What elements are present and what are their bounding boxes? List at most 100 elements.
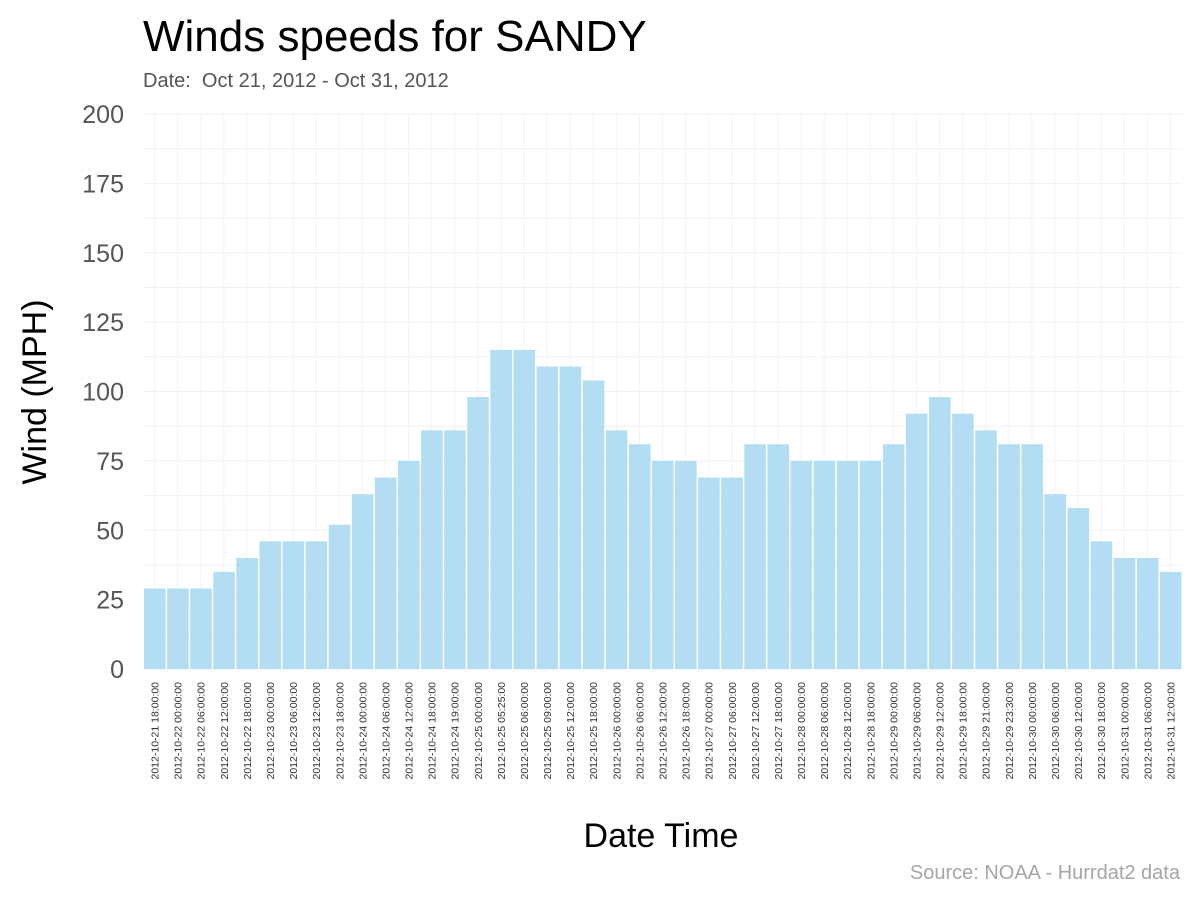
bar [628, 444, 651, 669]
bar [282, 541, 305, 669]
x-tick-label: 2012-10-21 18:00:00 [150, 682, 162, 780]
x-tick-label: 2012-10-23 06:00:00 [288, 682, 300, 780]
bar [975, 430, 997, 669]
bar [1136, 558, 1159, 669]
x-tick-label: 2012-10-30 18:00:00 [1096, 682, 1108, 780]
x-tick-label: 2012-10-31 00:00:00 [1119, 682, 1131, 780]
bar [236, 558, 258, 669]
x-tick-label: 2012-10-26 18:00:00 [681, 682, 693, 780]
x-tick-label: 2012-10-25 18:00:00 [588, 682, 600, 780]
bar [351, 494, 374, 669]
y-tick-label: 175 [82, 170, 124, 198]
x-tick-label: 2012-10-26 12:00:00 [658, 682, 670, 780]
bar [790, 460, 813, 669]
x-tick-label: 2012-10-28 00:00:00 [796, 682, 808, 780]
x-tick-label: 2012-10-22 00:00:00 [173, 682, 185, 780]
x-tick-label: 2012-10-28 06:00:00 [819, 682, 831, 780]
x-tick-label: 2012-10-30 06:00:00 [1050, 682, 1062, 780]
bars [144, 349, 1182, 669]
bar [444, 430, 466, 669]
x-tick-label: 2012-10-23 00:00:00 [265, 682, 277, 780]
x-tick-label: 2012-10-29 00:00:00 [888, 682, 900, 780]
x-tick-label: 2012-10-22 12:00:00 [219, 682, 231, 780]
bar [1113, 558, 1136, 669]
bar [859, 460, 882, 669]
bar [144, 588, 166, 669]
bar [952, 413, 974, 669]
bar [213, 571, 235, 669]
bar [513, 349, 536, 669]
bar [259, 541, 282, 669]
chart-caption: Source: NOAA - Hurrdat2 data [909, 862, 1180, 884]
y-tick-label: 0 [110, 656, 124, 684]
x-tick-label: 2012-10-26 06:00:00 [634, 682, 646, 780]
y-tick-label: 25 [96, 587, 124, 615]
x-tick-label: 2012-10-31 12:00:00 [1165, 682, 1177, 780]
bar [559, 366, 582, 669]
x-tick-label: 2012-10-24 06:00:00 [380, 682, 392, 780]
bar [698, 477, 720, 669]
x-tick-label: 2012-10-29 06:00:00 [911, 682, 923, 780]
x-tick-label: 2012-10-26 00:00:00 [611, 682, 623, 780]
x-tick-label: 2012-10-29 18:00:00 [958, 682, 970, 780]
x-tick-label: 2012-10-30 00:00:00 [1027, 682, 1039, 780]
chart-title: Winds speeds for SANDY [143, 12, 647, 61]
bar [397, 460, 420, 669]
x-axis-title: Date Time [584, 817, 739, 855]
x-tick-label: 2012-10-28 12:00:00 [842, 682, 854, 780]
bar [421, 430, 443, 669]
x-tick-label: 2012-10-30 12:00:00 [1073, 682, 1085, 780]
bar [836, 460, 859, 669]
x-tick-label: 2012-10-25 06:00:00 [519, 682, 531, 780]
y-tick-label: 150 [82, 240, 124, 268]
x-tick-label: 2012-10-22 06:00:00 [196, 682, 208, 780]
x-tick-label: 2012-10-27 00:00:00 [704, 682, 716, 780]
x-tick-label: 2012-10-23 18:00:00 [334, 682, 346, 780]
bar [905, 413, 928, 669]
x-tick-label: 2012-10-29 21:00:00 [981, 682, 993, 780]
x-tick-label: 2012-10-31 06:00:00 [1142, 682, 1154, 780]
x-tick-label: 2012-10-25 00:00:00 [473, 682, 485, 780]
bar [305, 541, 328, 669]
y-axis-title: Wind (MPH) [16, 299, 54, 484]
x-tick-label: 2012-10-29 12:00:00 [935, 682, 947, 780]
chart-subtitle: Date: Oct 21, 2012 - Oct 31, 2012 [143, 70, 449, 92]
bar [813, 460, 836, 669]
bar [467, 397, 489, 669]
bar [374, 477, 397, 669]
bar [1021, 444, 1043, 669]
x-axis-ticks: 2012-10-21 18:00:00 2012-10-22 00:00:00 20… [150, 682, 1178, 780]
y-tick-label: 125 [82, 309, 124, 337]
bar [767, 444, 789, 669]
x-tick-label: 2012-10-27 18:00:00 [773, 682, 785, 780]
bar [1159, 571, 1182, 669]
x-tick-label: 2012-10-24 00:00:00 [357, 682, 369, 780]
y-axis-ticks: 0 25 50 75 100 125 150 175 200 [82, 101, 124, 684]
bar [536, 366, 559, 669]
x-tick-label: 2012-10-23 12:00:00 [311, 682, 323, 780]
bar [490, 349, 512, 669]
x-tick-label: 2012-10-27 12:00:00 [750, 682, 762, 780]
bar [651, 460, 674, 669]
bar [1067, 508, 1090, 669]
bar [328, 524, 351, 669]
y-tick-label: 200 [82, 101, 124, 129]
bar [1090, 541, 1113, 669]
bar [882, 444, 905, 669]
x-tick-label: 2012-10-24 12:00:00 [404, 682, 416, 780]
y-tick-label: 100 [82, 379, 124, 407]
x-tick-label: 2012-10-28 18:00:00 [865, 682, 877, 780]
bar [998, 444, 1020, 669]
x-tick-label: 2012-10-27 06:00:00 [727, 682, 739, 780]
bar [721, 477, 743, 669]
x-tick-label: 2012-10-25 05:25:00 [496, 682, 508, 780]
x-tick-label: 2012-10-24 18:00:00 [427, 682, 439, 780]
bar [929, 397, 951, 669]
x-tick-label: 2012-10-25 12:00:00 [565, 682, 577, 780]
x-tick-label: 2012-10-29 23:30:00 [1004, 682, 1016, 780]
y-tick-label: 75 [96, 448, 124, 476]
bar [582, 380, 605, 669]
bar [1044, 494, 1067, 669]
y-tick-label: 50 [96, 517, 124, 545]
